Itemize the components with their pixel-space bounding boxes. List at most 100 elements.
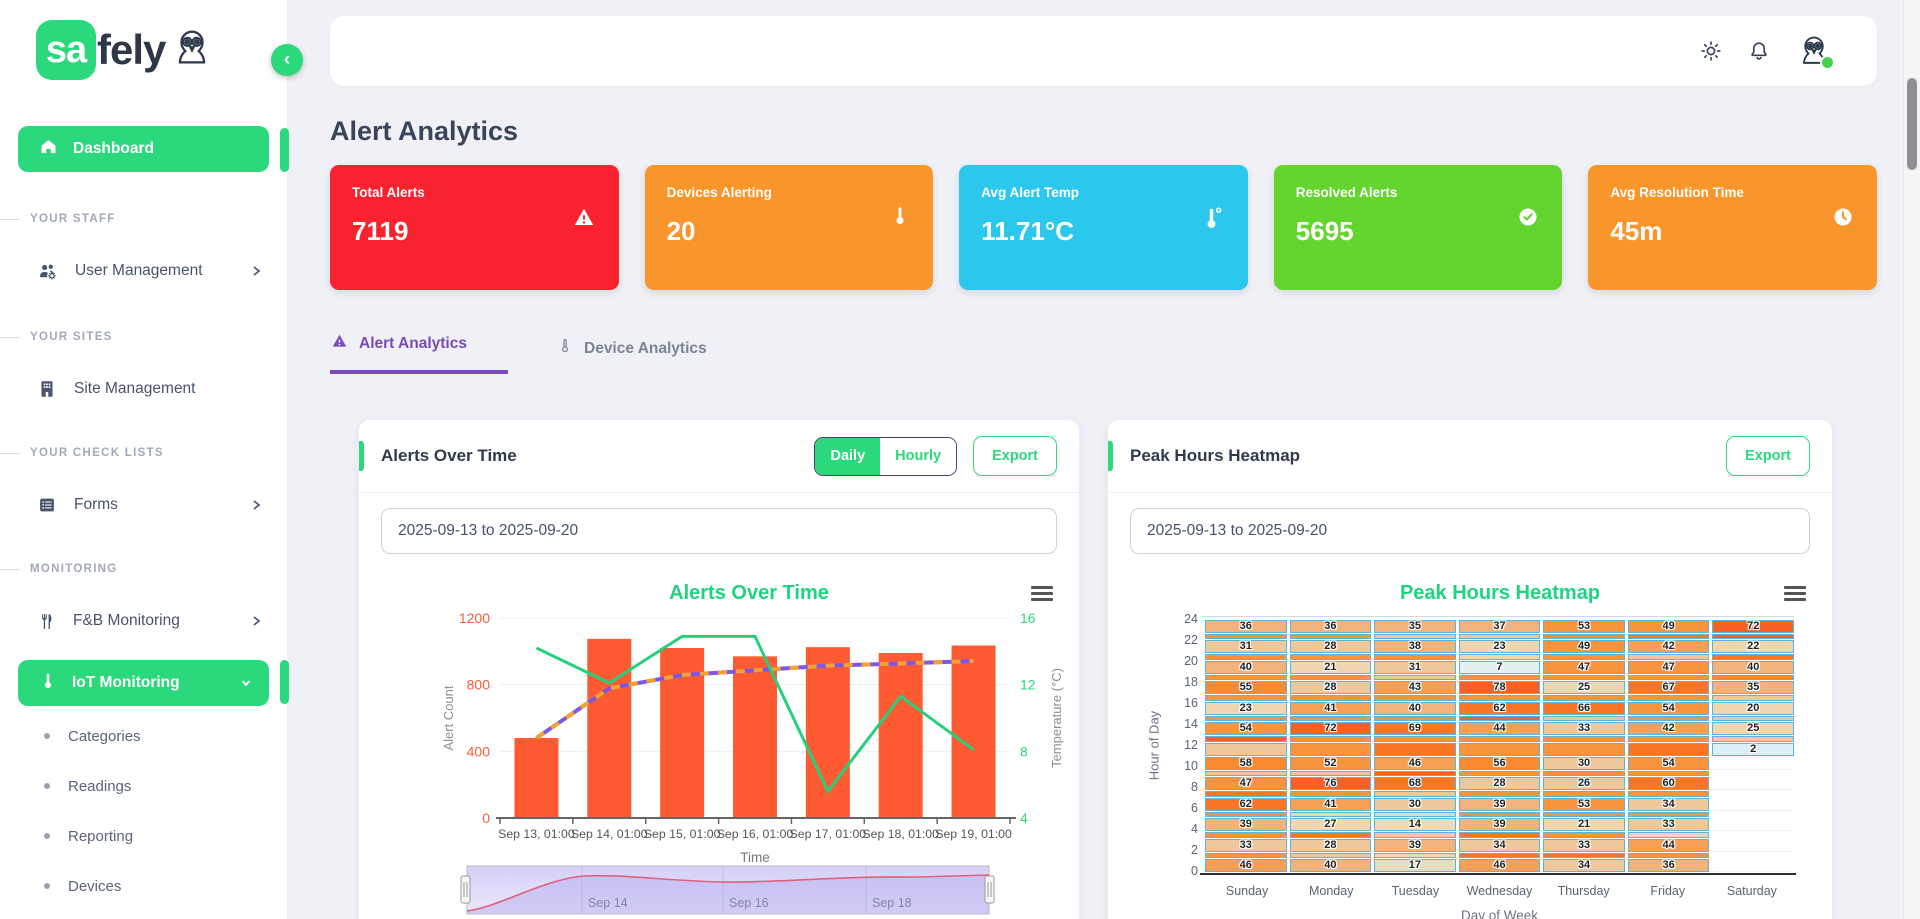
theme-toggle-icon[interactable] bbox=[1699, 39, 1723, 63]
navigator-handle[interactable] bbox=[984, 875, 995, 904]
kpi-label: Total Alerts bbox=[352, 185, 425, 200]
tab-label: Device Analytics bbox=[584, 339, 707, 357]
heatmap-cell bbox=[1289, 770, 1372, 777]
heatmap-cell: 41 bbox=[1289, 701, 1372, 715]
date-range-input[interactable] bbox=[381, 508, 1057, 554]
svg-text:400: 400 bbox=[467, 743, 491, 759]
heatmap-cell bbox=[1543, 832, 1625, 838]
heatmap-cell: 33 bbox=[1627, 818, 1710, 832]
sidebar-item-dashboard[interactable]: Dashboard bbox=[18, 126, 269, 172]
heatmap-cell bbox=[1712, 736, 1794, 742]
heatmap-cell bbox=[1543, 770, 1625, 777]
heatmap-cell: 68 bbox=[1374, 777, 1456, 791]
heatmap-cell bbox=[1205, 852, 1287, 858]
navigator-handle[interactable] bbox=[460, 875, 471, 904]
heatmap-cell: 49 bbox=[1543, 640, 1625, 654]
heatmap-cell bbox=[1543, 715, 1625, 722]
page-scrollbar[interactable] bbox=[1903, 0, 1920, 919]
heatmap-cell: 34 bbox=[1458, 838, 1541, 852]
heatmap-cell bbox=[1458, 852, 1541, 858]
heatmap-cell bbox=[1627, 736, 1710, 742]
sidebar-item-forms[interactable]: Forms bbox=[0, 486, 287, 524]
sidebar-item-iot-monitoring[interactable]: IoT Monitoring bbox=[18, 660, 269, 706]
sidebar-item-readings[interactable]: Readings bbox=[0, 766, 287, 806]
heatmap-cell: 23 bbox=[1458, 640, 1541, 654]
sidebar-item-label: User Management bbox=[75, 262, 203, 279]
svg-text:Sep 16, 01:00: Sep 16, 01:00 bbox=[717, 827, 794, 841]
heatmap-day-label: Saturday bbox=[1726, 884, 1777, 898]
heatmap-cell: 23 bbox=[1205, 701, 1287, 715]
heatmap-cell: 69 bbox=[1374, 722, 1456, 736]
export-button[interactable]: Export bbox=[1726, 436, 1810, 476]
heatmap-hour-tick: 10 bbox=[1184, 759, 1198, 773]
chart-menu-icon[interactable] bbox=[1031, 586, 1053, 604]
heatmap-day-label: Tuesday bbox=[1391, 884, 1440, 898]
daily-button[interactable]: Daily bbox=[815, 437, 881, 475]
heatmap-cell bbox=[1712, 812, 1794, 817]
sidebar-section-check-lists: YOUR CHECK LISTS bbox=[0, 444, 287, 462]
heatmap-cell bbox=[1374, 832, 1456, 838]
sidebar-item-label: Forms bbox=[74, 496, 118, 513]
heatmap-bottom-axis-line bbox=[1200, 873, 1796, 875]
tab-alert-analytics[interactable]: Alert Analytics bbox=[330, 332, 508, 374]
building-icon bbox=[41, 381, 53, 397]
heatmap-hour-tick: 6 bbox=[1191, 801, 1198, 815]
heatmap-cell: 21 bbox=[1289, 660, 1372, 674]
kpi-label: Avg Alert Temp bbox=[981, 185, 1079, 200]
hourly-button[interactable]: Hourly bbox=[880, 437, 957, 475]
heatmap-day-labels: Sunday Monday Tuesday Wednesday Thursday Frid… bbox=[1205, 884, 1794, 898]
svg-text:Sep 18, 01:00: Sep 18, 01:00 bbox=[862, 827, 939, 841]
profile-avatar[interactable] bbox=[1795, 32, 1835, 70]
heatmap-cell: 72 bbox=[1289, 722, 1372, 736]
heatmap-cell bbox=[1627, 695, 1710, 701]
heatmap-cell bbox=[1458, 695, 1541, 701]
heatmap-cell bbox=[1543, 674, 1625, 681]
chart-menu-icon[interactable] bbox=[1784, 586, 1806, 604]
sidebar-collapse-button[interactable]: ‹ bbox=[271, 44, 303, 76]
sidebar-subitem-label: Readings bbox=[68, 777, 132, 795]
heatmap-cell bbox=[1712, 634, 1794, 640]
heatmap-y-axis-label: Hour of Day bbox=[1146, 710, 1162, 781]
sidebar: sa fely Dashboard YOUR STAFF bbox=[0, 0, 287, 919]
heatmap-cell bbox=[1712, 832, 1794, 837]
sidebar-item-user-management[interactable]: User Management bbox=[0, 252, 287, 290]
heatmap-cell bbox=[1458, 634, 1541, 640]
svg-text:Temperature (°C): Temperature (°C) bbox=[1049, 668, 1064, 768]
heatmap-day-label: Thursday bbox=[1557, 884, 1610, 898]
sidebar-item-devices[interactable]: Devices bbox=[0, 866, 287, 906]
notifications-bell-icon[interactable] bbox=[1747, 39, 1771, 63]
chevron-down-icon bbox=[239, 676, 253, 690]
chart-title: Alerts Over Time bbox=[669, 582, 829, 604]
heatmap-hour-tick: 12 bbox=[1184, 738, 1198, 752]
chevron-right-icon bbox=[249, 614, 263, 628]
svg-text:Alert Count: Alert Count bbox=[441, 685, 456, 750]
tab-label: Alert Analytics bbox=[359, 335, 467, 352]
tab-device-analytics[interactable]: Device Analytics bbox=[556, 337, 707, 374]
sidebar-item-fb-monitoring[interactable]: F&B Monitoring bbox=[0, 602, 287, 640]
warning-icon bbox=[571, 205, 597, 236]
heatmap-cell bbox=[1543, 695, 1625, 701]
scrollbar-thumb[interactable] bbox=[1907, 78, 1917, 170]
heatmap-cell: 2 bbox=[1712, 742, 1794, 756]
check-circle-icon bbox=[1516, 205, 1540, 234]
heatmap-hour-tick: 4 bbox=[1191, 822, 1198, 836]
heatmap-cell: 39 bbox=[1458, 797, 1541, 811]
peak-hours-heatmap-grid: 36 36 35 37 53 49 72 31 28 38 23 49 42 22 40 21 31 7 47 47 4… bbox=[1205, 620, 1794, 872]
heatmap-cell: 55 bbox=[1205, 681, 1287, 695]
date-range-input[interactable] bbox=[1130, 508, 1810, 554]
heatmap-cell: 56 bbox=[1458, 756, 1541, 770]
heatmap-cell bbox=[1627, 634, 1710, 640]
charts-row: Alerts Over Time Daily Hourly Export Ale… bbox=[330, 419, 1877, 919]
sidebar-item-site-management[interactable]: Site Management bbox=[0, 370, 287, 408]
sidebar-item-categories[interactable]: Categories bbox=[0, 716, 287, 756]
heatmap-top-axis-line bbox=[1202, 616, 1794, 617]
heatmap-cell: 47 bbox=[1205, 777, 1287, 791]
export-button[interactable]: Export bbox=[973, 436, 1057, 476]
heatmap-cell bbox=[1712, 853, 1794, 858]
heatmap-cell bbox=[1627, 770, 1710, 777]
svg-text:4: 4 bbox=[1020, 810, 1028, 826]
sidebar-item-reporting[interactable]: Reporting bbox=[0, 816, 287, 856]
active-route-indicator-iot bbox=[280, 660, 289, 704]
panel-accent-bar bbox=[359, 441, 364, 471]
heatmap-cell: 28 bbox=[1289, 640, 1372, 654]
